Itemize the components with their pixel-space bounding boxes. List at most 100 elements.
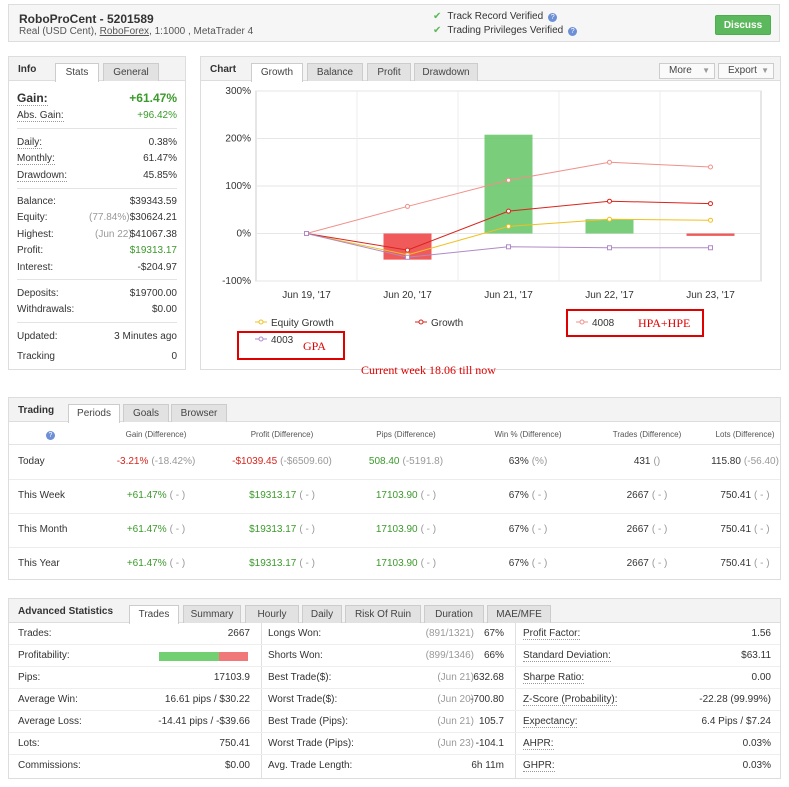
stat-label: Pips: xyxy=(18,672,41,683)
table-cell: 750.41( - ) xyxy=(675,524,789,535)
stat-note: (Jun 23) xyxy=(437,738,474,749)
tab-profit[interactable]: Profit xyxy=(367,63,411,81)
tab-periods[interactable]: Periods xyxy=(68,404,120,423)
more-dropdown[interactable]: More ▼ xyxy=(659,63,715,79)
column-divider xyxy=(261,623,262,778)
cell-difference: ( - ) xyxy=(299,558,315,569)
trading-privileges-verified: ✔ Trading Privileges Verified? xyxy=(433,25,578,36)
tab-duration[interactable]: Duration xyxy=(424,605,484,623)
cell-value: $19313.17 xyxy=(249,558,297,569)
tab-balance[interactable]: Balance xyxy=(307,63,363,81)
divider xyxy=(9,666,780,667)
data-point xyxy=(405,203,410,209)
cell-value: +61.47% xyxy=(126,558,167,569)
x-tick-label: Jun 22, '17 xyxy=(585,290,634,301)
x-tick-label: Jun 21, '17 xyxy=(484,290,533,301)
stat-value: 632.68 xyxy=(473,672,504,683)
help-icon[interactable]: ? xyxy=(548,13,558,22)
data-point xyxy=(708,201,713,207)
help-icon[interactable]: ? xyxy=(46,431,55,440)
table-cell: $19313.17( - ) xyxy=(212,490,352,501)
table-row: This Year +61.47%( - ) $19313.17( - ) 17103… xyxy=(9,558,780,572)
cell-difference: ( - ) xyxy=(651,490,668,501)
discuss-button[interactable]: Discuss xyxy=(715,15,771,35)
cell-value: 2667 xyxy=(626,490,649,501)
help-icon[interactable]: ? xyxy=(568,27,578,36)
data-point xyxy=(304,231,309,236)
tab-drawdown[interactable]: Drawdown xyxy=(414,63,478,81)
divider xyxy=(9,479,780,480)
cell-value: +61.47% xyxy=(126,490,167,501)
cell-difference: (%) xyxy=(531,456,548,467)
tab-trades[interactable]: Trades xyxy=(129,605,179,624)
trading-title: Trading xyxy=(18,405,55,416)
stat-label: Best Trade (Pips): xyxy=(268,716,349,727)
tab-mae-mfe[interactable]: MAE/MFE xyxy=(487,605,551,623)
tab-risk-of-ruin[interactable]: Risk Of Ruin xyxy=(345,605,421,623)
data-point xyxy=(607,216,612,222)
profitability-bar xyxy=(159,652,248,661)
data-point xyxy=(405,254,410,260)
cell-value: 750.41 xyxy=(720,490,752,501)
stat-label: Expectancy: xyxy=(523,716,578,728)
cell-value: 750.41 xyxy=(720,524,752,535)
cell-value: -$1039.45 xyxy=(232,456,278,467)
stat-label: Profitability: xyxy=(18,650,70,661)
stat-label: Profit Factor: xyxy=(523,628,581,640)
table-cell: -3.21% (-18.42%) xyxy=(86,456,226,467)
stat-note: (891/1321) xyxy=(425,628,474,639)
cell-difference: () xyxy=(653,456,661,467)
row-label: This Week xyxy=(18,490,66,501)
stat-value: 6h 11m xyxy=(471,760,504,771)
cell-difference: ( - ) xyxy=(169,558,186,569)
column-header: Trades (Difference) xyxy=(612,430,682,439)
x-tick-label: Jun 20, '17 xyxy=(383,290,432,301)
stat-label: Lots: xyxy=(18,738,40,749)
tab-goals[interactable]: Goals xyxy=(123,404,169,422)
cell-difference: ( - ) xyxy=(420,558,437,569)
data-point xyxy=(506,177,511,183)
cell-difference: ( - ) xyxy=(531,558,548,569)
stat-value: 0.03% xyxy=(742,760,771,771)
hpa-annotation-box: HPA+HPE xyxy=(566,309,704,337)
data-point xyxy=(708,245,713,251)
cell-value: 17103.90 xyxy=(375,524,418,535)
table-cell: 67%( - ) xyxy=(458,524,598,535)
cell-difference: ( - ) xyxy=(651,558,668,569)
divider xyxy=(17,188,177,189)
table-cell: 508.40 (-5191.8) xyxy=(336,456,476,467)
stat-value: $63.11 xyxy=(741,650,771,661)
tab-daily[interactable]: Daily xyxy=(302,605,342,623)
cell-value: 431 xyxy=(633,456,651,467)
tab-hourly[interactable]: Hourly xyxy=(245,605,299,623)
cell-difference: (-$6509.60) xyxy=(280,456,332,467)
chart-panel: Chart Growth Balance Profit Drawdown Mor… xyxy=(200,56,781,377)
tab-browser[interactable]: Browser xyxy=(171,404,227,422)
chevron-down-icon: ▼ xyxy=(702,66,710,75)
stat-label: GHPR: xyxy=(523,760,555,772)
stat-value: 0.00 xyxy=(751,672,771,683)
y-tick-label: 300% xyxy=(225,86,251,97)
tab-summary[interactable]: Summary xyxy=(183,605,241,623)
profitability-win-fill xyxy=(159,652,219,661)
table-cell: 2667( - ) xyxy=(577,490,717,501)
cell-difference: ( - ) xyxy=(754,490,770,501)
account-subtitle: Real (USD Cent), RoboForex, 1:1000 , Met… xyxy=(19,26,254,37)
broker-link[interactable]: RoboForex xyxy=(99,26,150,37)
y-tick-label: 0% xyxy=(237,229,252,240)
tab-stats[interactable]: Stats xyxy=(55,63,99,82)
stat-value: 6.4 Pips / $7.24 xyxy=(701,716,772,727)
tab-growth[interactable]: Growth xyxy=(251,63,303,82)
y-tick-label: -100% xyxy=(222,276,251,287)
tab-general[interactable]: General xyxy=(103,63,159,81)
cell-value: 508.40 xyxy=(368,456,400,467)
legend-marker xyxy=(579,319,585,325)
table-row: This Week +61.47%( - ) $19313.17( - ) 17103… xyxy=(9,490,780,504)
cell-difference: ( - ) xyxy=(420,524,437,535)
cell-difference: ( - ) xyxy=(420,490,437,501)
advanced-statistics-title: Advanced Statistics xyxy=(18,606,114,617)
stat-label: Z-Score (Probability): xyxy=(523,694,618,706)
daily-growth-bar xyxy=(484,134,533,234)
export-dropdown[interactable]: Export ▼ xyxy=(718,63,774,79)
stat-label: Worst Trade($): xyxy=(268,694,338,705)
